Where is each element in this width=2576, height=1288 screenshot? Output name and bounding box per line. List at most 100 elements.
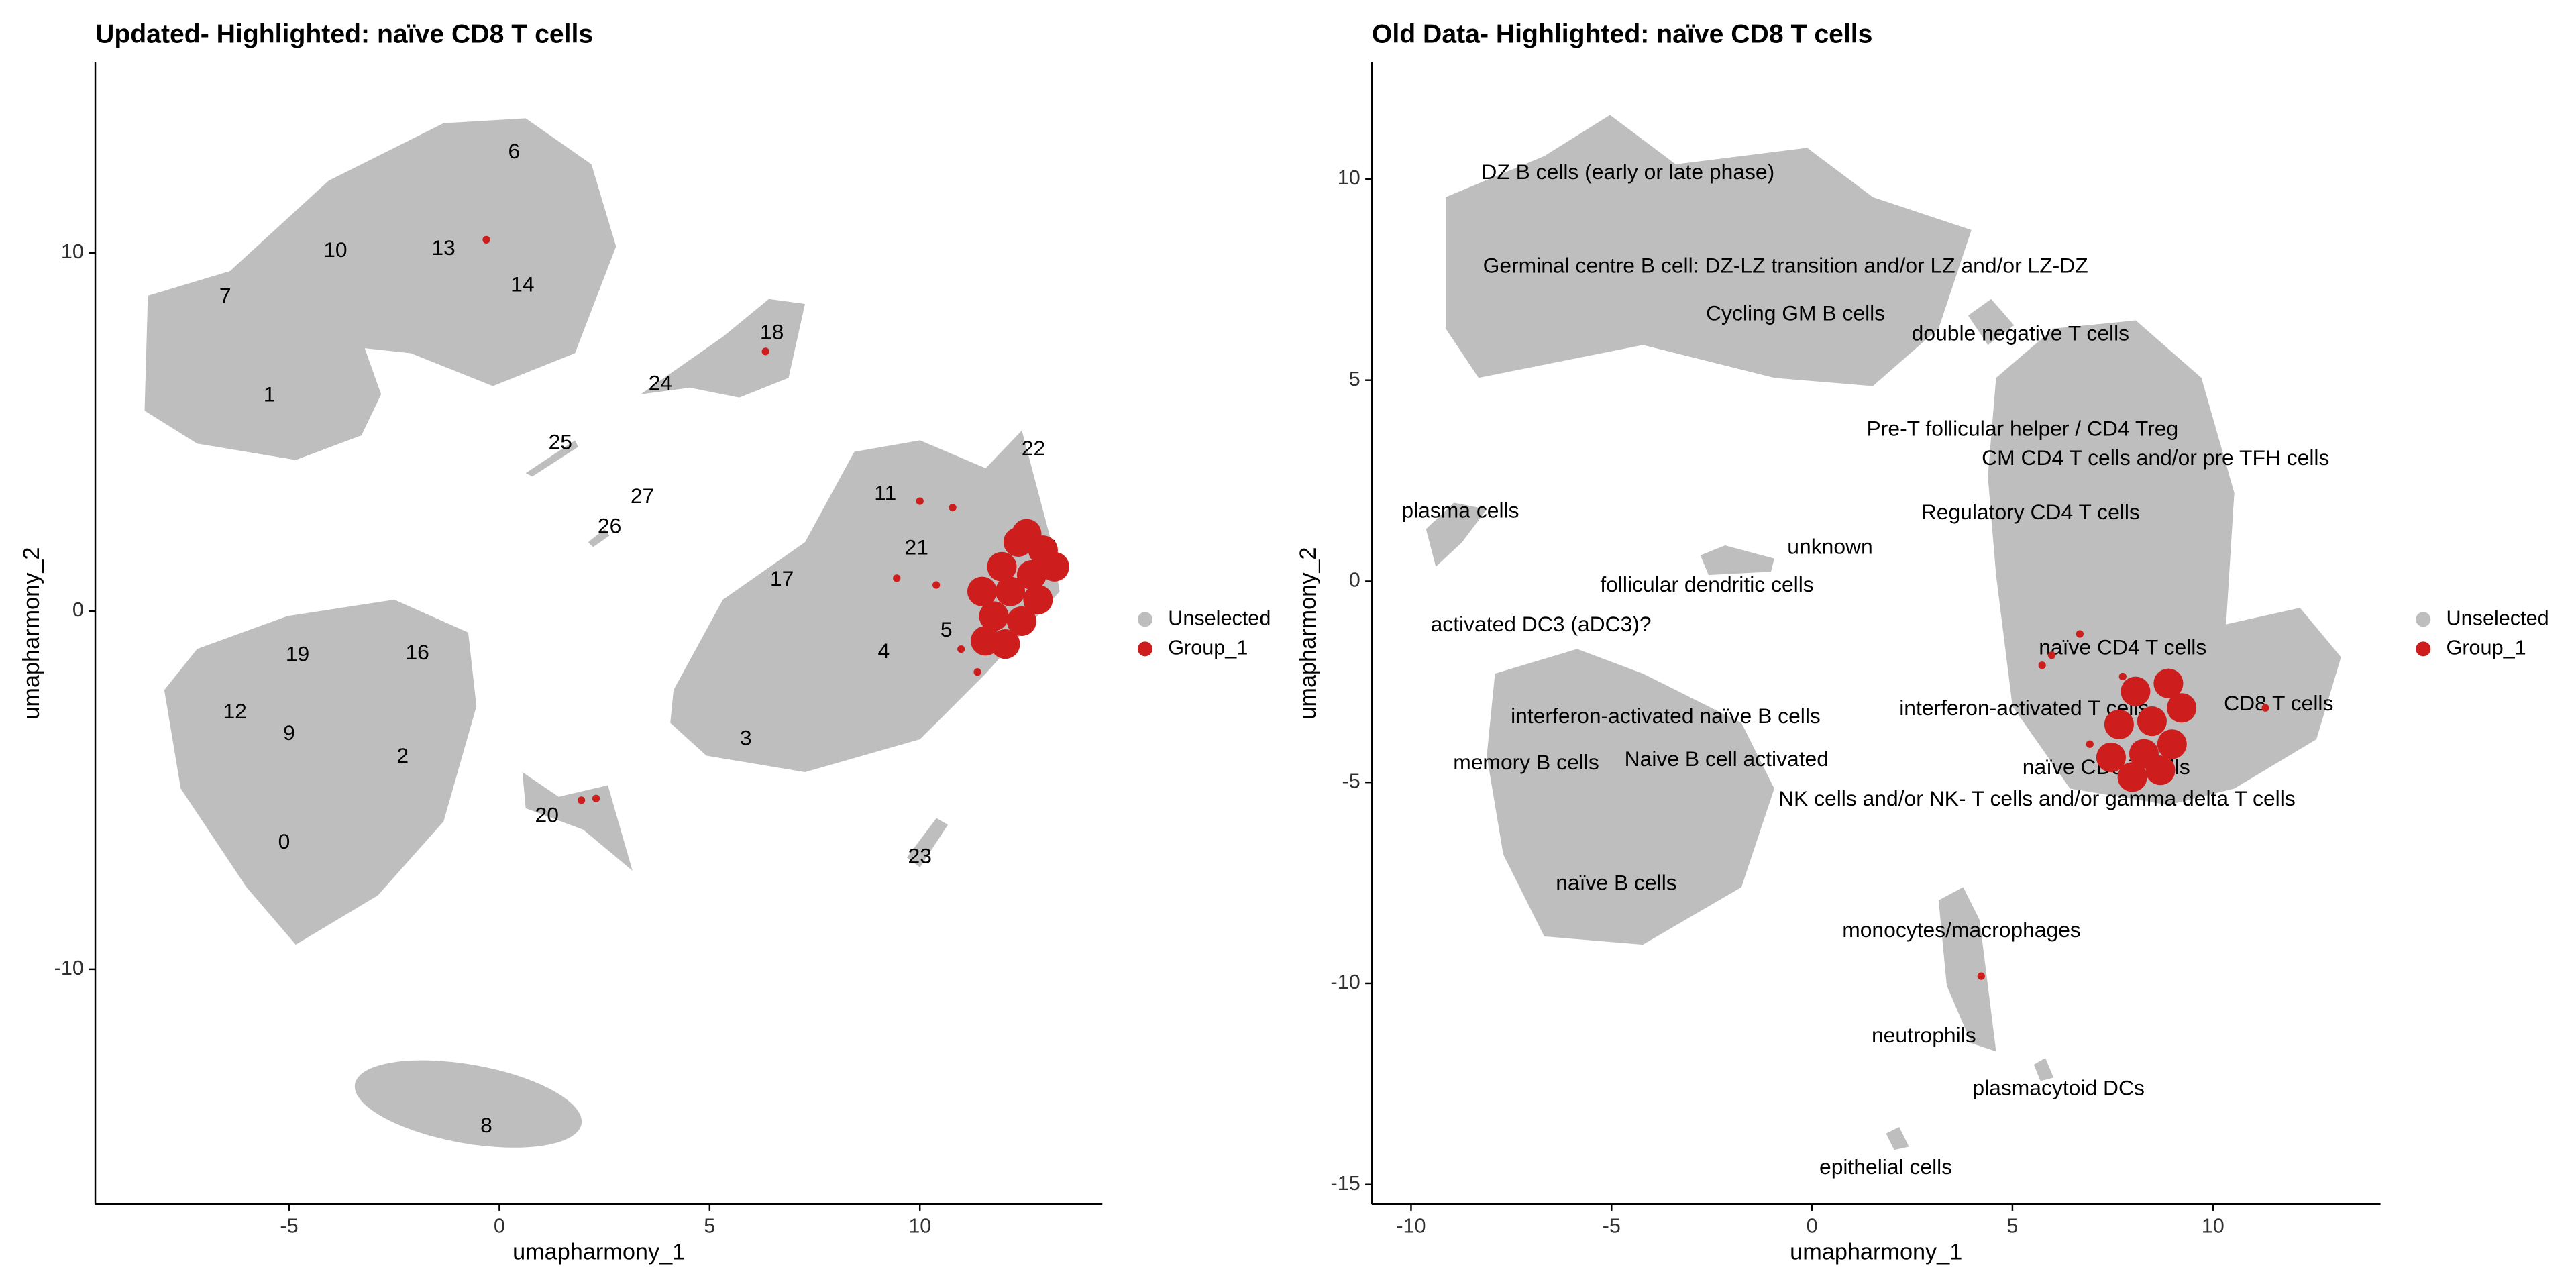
cell-point	[2145, 755, 2176, 786]
cell-cloud	[354, 1060, 582, 1148]
cell-cloud	[1938, 887, 1996, 1052]
cluster-label: 12	[223, 699, 246, 723]
cell-cloud	[1700, 545, 1774, 576]
cluster-label: CD8 T cells	[2224, 691, 2333, 715]
chart-title: Old Data- Highlighted: naïve CD8 T cells	[1372, 20, 1873, 49]
cluster-label: 3	[740, 726, 752, 750]
cell-point	[995, 576, 1026, 606]
cell-cloud	[1487, 649, 1774, 945]
cell-cloud	[588, 529, 610, 547]
cluster-label: 19	[286, 642, 309, 666]
cluster-label: 23	[908, 844, 932, 868]
cell-point	[2038, 661, 2046, 669]
cluster-label: 22	[1022, 436, 1045, 460]
cluster-label: 2	[396, 743, 409, 767]
cluster-label: 0	[278, 829, 290, 853]
cluster-label: 18	[760, 320, 784, 344]
cluster-label: 1	[264, 382, 276, 407]
cell-cloud	[906, 818, 949, 868]
cell-point	[967, 576, 998, 606]
cell-point	[1016, 560, 1047, 590]
cluster-label: follicular dendritic cells	[1600, 572, 1813, 596]
cell-point	[2118, 672, 2127, 681]
cell-point	[1039, 551, 1069, 582]
cell-point	[2261, 704, 2269, 712]
x-tick-label: 0	[494, 1214, 505, 1237]
cell-point	[1023, 584, 1053, 614]
cluster-label: naïve CD4 T cells	[2039, 635, 2206, 659]
cell-point	[2086, 740, 2094, 748]
legend-swatch	[2416, 641, 2431, 657]
umap-cloud-group	[1426, 115, 2341, 1150]
cluster-label: DZ B cells (early or late phase)	[1481, 160, 1774, 184]
cell-point	[2047, 651, 2056, 659]
cell-cloud	[1968, 299, 2015, 345]
cluster-label: Naive B cell activated	[1625, 747, 1829, 771]
cell-point	[987, 551, 1017, 582]
cluster-label: 10	[323, 237, 347, 262]
chart-title: Updated- Highlighted: naïve CD8 T cells	[95, 20, 593, 49]
umap-cloud-group	[144, 118, 1060, 1148]
cluster-label: 5	[941, 617, 953, 641]
cluster-label: 25	[549, 430, 572, 454]
cell-point	[2121, 676, 2151, 706]
cell-point	[1006, 606, 1036, 636]
cluster-label: memory B cells	[1453, 750, 1599, 774]
cluster-label: 16	[405, 640, 429, 664]
cluster-label: 7	[219, 284, 231, 308]
legend-label: Unselected	[1168, 606, 1271, 629]
cluster-label: 21	[905, 535, 928, 559]
y-tick-label: -5	[1342, 769, 1360, 792]
cell-point	[2104, 709, 2134, 739]
cluster-label: 20	[535, 802, 559, 826]
cluster-label: plasma cells	[1401, 498, 1519, 523]
cell-point	[990, 629, 1020, 659]
legend-label: Group_1	[1168, 636, 1248, 659]
cluster-label: Regulatory CD4 T cells	[1921, 500, 2140, 524]
cluster-label: naïve B cells	[1556, 870, 1676, 894]
cluster-label: 8	[480, 1113, 492, 1137]
cluster-label: interferon-activated naïve B cells	[1511, 704, 1821, 728]
y-tick-label: -10	[54, 957, 84, 979]
x-tick-label: 10	[2202, 1214, 2224, 1237]
y-tick-label: 0	[1349, 569, 1360, 592]
cell-point	[761, 347, 769, 356]
x-tick-label: -5	[1603, 1214, 1621, 1237]
y-axis-label: umapharmony_2	[1295, 547, 1321, 720]
x-tick-label: -5	[280, 1214, 298, 1237]
x-tick-label: 5	[704, 1214, 715, 1237]
legend-swatch	[1137, 641, 1152, 657]
cluster-label: 27	[631, 484, 654, 508]
cell-cloud	[164, 599, 477, 945]
cluster-label: 14	[511, 272, 534, 297]
cell-point	[482, 235, 490, 244]
cluster-label: NK cells and/or NK- T cells and/or gamma…	[1778, 786, 2296, 810]
cluster-label: 11	[874, 480, 896, 504]
x-tick-label: 0	[1807, 1214, 1818, 1237]
x-tick-label: 5	[2006, 1214, 2018, 1237]
cluster-label: 17	[770, 566, 794, 590]
cell-cloud	[1426, 502, 1487, 567]
legend-label: Group_1	[2447, 636, 2526, 659]
y-tick-label: 10	[61, 240, 84, 263]
cluster-label: activated DC3 (aDC3)?	[1431, 612, 1652, 636]
cell-cloud	[670, 430, 1060, 773]
cell-point	[932, 581, 941, 589]
cell-point	[2167, 693, 2197, 723]
cluster-label: 24	[649, 370, 672, 394]
cluster-label: epithelial cells	[1819, 1155, 1952, 1179]
cell-cloud	[641, 299, 805, 398]
cluster-label: Cycling GM B cells	[1706, 301, 1885, 325]
cell-point	[2157, 729, 2187, 759]
cell-cloud	[1988, 320, 2341, 805]
cluster-label: 26	[598, 513, 621, 537]
cluster-label: Pre-T follicular helper / CD4 Treg	[1867, 416, 2179, 440]
legend-label: Unselected	[2447, 606, 2549, 629]
cell-cloud	[2033, 1058, 2054, 1081]
cluster-label: Germinal centre B cell: DZ-LZ transition…	[1483, 254, 2088, 278]
cell-point	[2117, 762, 2147, 792]
cluster-label: neutrophils	[1872, 1023, 1976, 1047]
legend-swatch	[1137, 612, 1152, 627]
